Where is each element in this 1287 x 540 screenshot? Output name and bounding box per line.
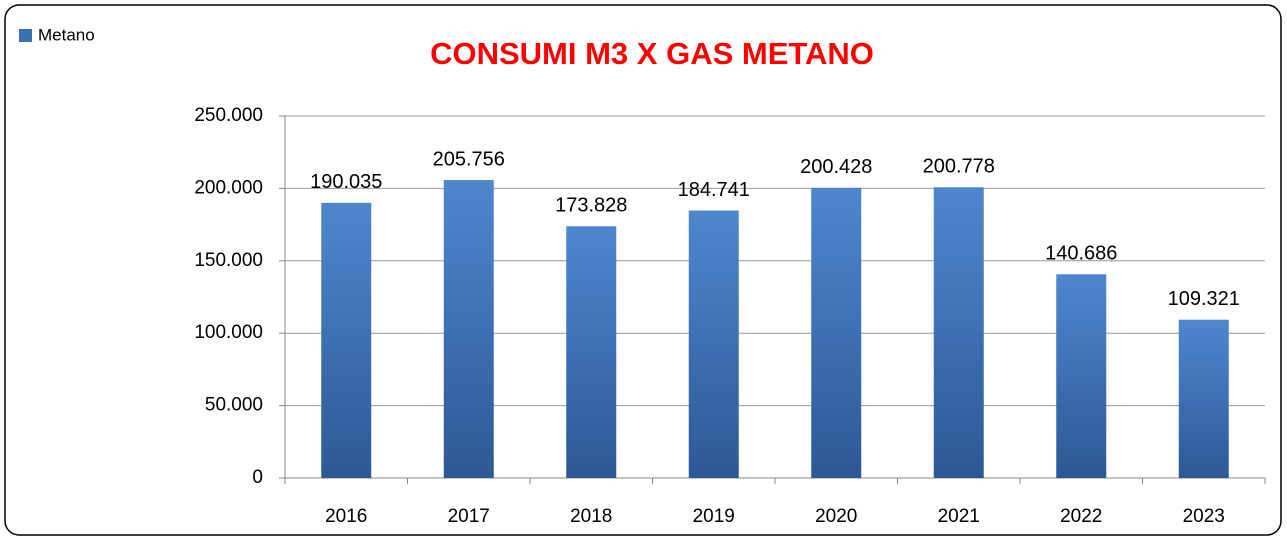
legend-label: Metano [38, 25, 95, 44]
data-label: 140.686 [1045, 243, 1117, 265]
y-tick-label: 0 [252, 467, 263, 488]
bar [688, 210, 739, 478]
x-tick-label: 2022 [1060, 506, 1102, 527]
chart-title: CONSUMI M3 X GAS METANO [430, 36, 874, 71]
data-label: 200.778 [923, 156, 995, 178]
bar [811, 187, 862, 478]
data-label: 205.756 [433, 148, 505, 170]
x-tick-label: 2019 [693, 506, 735, 527]
data-label: 173.828 [555, 195, 627, 217]
data-label: 184.741 [678, 179, 750, 201]
data-label: 190.035 [310, 171, 382, 193]
x-tick-label: 2017 [448, 506, 490, 527]
y-tick-label: 100.000 [194, 322, 263, 343]
x-tick-label: 2021 [938, 506, 980, 527]
x-tick-label: 2016 [325, 506, 367, 527]
data-label: 109.321 [1168, 288, 1240, 310]
data-label: 200.428 [800, 156, 872, 178]
bar [566, 226, 617, 478]
x-tick-label: 2023 [1183, 506, 1225, 527]
bar [1056, 274, 1107, 478]
y-tick-label: 50.000 [205, 395, 263, 416]
y-tick-label: 250.000 [194, 105, 263, 126]
y-tick-label: 200.000 [194, 177, 263, 198]
bar [321, 202, 372, 478]
y-tick-label: 150.000 [194, 250, 263, 271]
x-tick-label: 2020 [815, 506, 857, 527]
legend-swatch [19, 29, 32, 42]
bar [443, 180, 494, 478]
x-tick-label: 2018 [570, 506, 612, 527]
bar [933, 187, 984, 479]
bar [1178, 319, 1229, 478]
